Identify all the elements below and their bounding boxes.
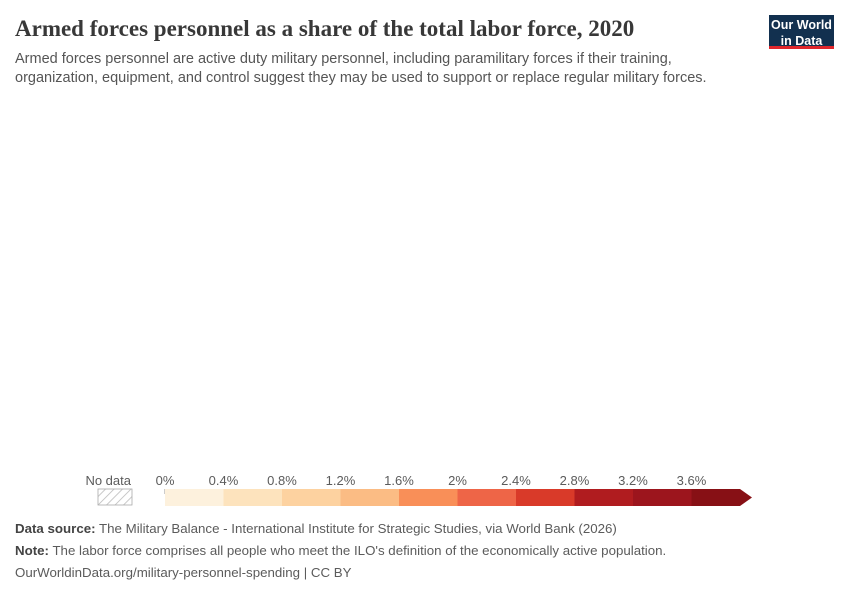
svg-text:3.6%: 3.6% [677,473,707,488]
svg-text:2.4%: 2.4% [501,473,531,488]
svg-text:3.2%: 3.2% [618,473,648,488]
svg-text:2%: 2% [448,473,467,488]
svg-text:0.4%: 0.4% [209,473,239,488]
svg-text:1.6%: 1.6% [384,473,414,488]
svg-text:1.2%: 1.2% [326,473,356,488]
svg-text:0%: 0% [156,473,175,488]
svg-text:2.8%: 2.8% [560,473,590,488]
svg-text:0.8%: 0.8% [267,473,297,488]
svg-text:No data: No data [85,473,131,488]
